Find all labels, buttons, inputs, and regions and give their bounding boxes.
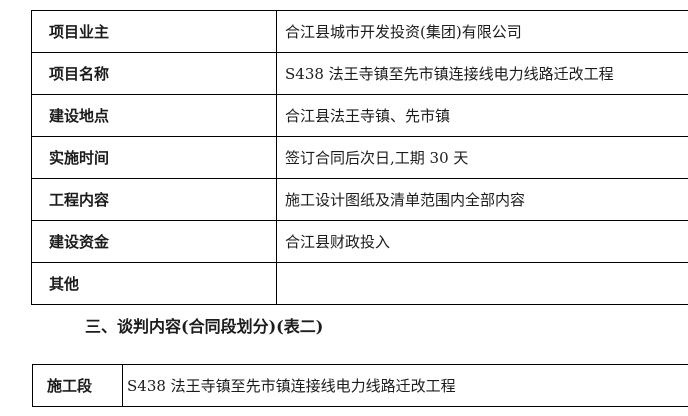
row-value xyxy=(276,262,688,305)
table-row: 工程内容 施工设计图纸及清单范围内全部内容 xyxy=(31,178,688,221)
contract-section-table: 施工段 S438 法王寺镇至先市镇连接线电力线路迁改工程 xyxy=(32,364,688,407)
row-value: 合江县城市开发投资(集团)有限公司 xyxy=(276,10,688,53)
row-value: S438 法王寺镇至先市镇连接线电力线路迁改工程 xyxy=(276,52,688,95)
row-value: 合江县财政投入 xyxy=(276,220,688,263)
row-label: 实施时间 xyxy=(31,136,277,179)
table-row: 建设资金 合江县财政投入 xyxy=(31,220,688,263)
row-label: 项目业主 xyxy=(31,10,277,53)
table-row: 施工段 S438 法王寺镇至先市镇连接线电力线路迁改工程 xyxy=(32,364,688,407)
row-label: 施工段 xyxy=(32,364,123,407)
row-label: 建设地点 xyxy=(31,94,277,137)
row-value: S438 法王寺镇至先市镇连接线电力线路迁改工程 xyxy=(122,364,688,407)
section-heading: 三、谈判内容(合同段划分)(表二) xyxy=(85,317,324,336)
row-value: 签订合同后次日,工期 30 天 xyxy=(276,136,688,179)
row-label: 建设资金 xyxy=(31,220,277,263)
table-row: 其他 xyxy=(31,262,688,305)
row-value: 施工设计图纸及清单范围内全部内容 xyxy=(276,178,688,221)
table-row: 项目名称 S438 法王寺镇至先市镇连接线电力线路迁改工程 xyxy=(31,52,688,95)
row-label: 项目名称 xyxy=(31,52,277,95)
table-row: 项目业主 合江县城市开发投资(集团)有限公司 xyxy=(31,10,688,53)
project-info-table: 项目业主 合江县城市开发投资(集团)有限公司 项目名称 S438 法王寺镇至先市… xyxy=(31,10,688,305)
table-row: 实施时间 签订合同后次日,工期 30 天 xyxy=(31,136,688,179)
row-label: 其他 xyxy=(31,262,277,305)
row-value: 合江县法王寺镇、先市镇 xyxy=(276,94,688,137)
table-row: 建设地点 合江县法王寺镇、先市镇 xyxy=(31,94,688,137)
row-label: 工程内容 xyxy=(31,178,277,221)
